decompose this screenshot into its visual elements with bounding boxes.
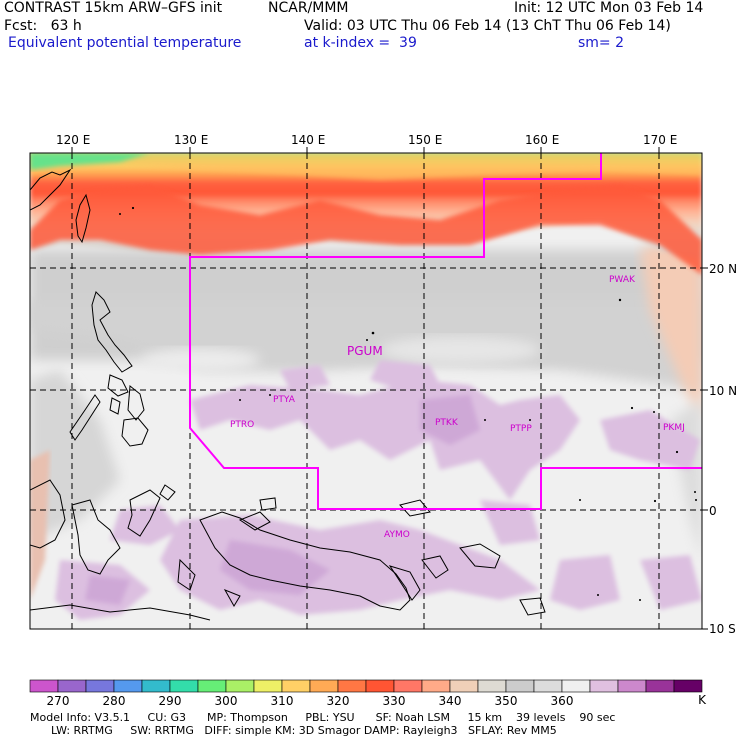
colorbar-swatch xyxy=(533,679,563,693)
map-frame xyxy=(29,152,703,630)
colorbar-swatch xyxy=(365,679,395,693)
colorbar-swatch xyxy=(85,679,115,693)
colorbar-swatch xyxy=(673,679,703,693)
init-time: Init: 12 UTC Mon 03 Feb 14 xyxy=(514,0,704,16)
field-name: Equivalent potential temperature xyxy=(8,35,242,51)
colorbar-swatch xyxy=(57,679,87,693)
colorbar xyxy=(29,679,703,693)
coastlines xyxy=(30,168,546,621)
station-aymo: AYMO xyxy=(384,530,410,540)
lon-label-170e: 170 E xyxy=(643,133,678,147)
colorbar-label: 290 xyxy=(158,694,182,708)
colorbar-swatch xyxy=(589,679,619,693)
colorbar-label: 320 xyxy=(326,694,350,708)
colorbar-label: 280 xyxy=(102,694,126,708)
lon-label-150e: 150 E xyxy=(408,133,443,147)
station-ptro: PTRO xyxy=(230,420,254,430)
lat-label-10n: 10 N xyxy=(709,384,738,398)
colorbar-label: 340 xyxy=(438,694,462,708)
colorbar-label: 300 xyxy=(214,694,238,708)
colorbar-swatch xyxy=(309,679,339,693)
lon-label-130e: 130 E xyxy=(174,133,209,147)
colorbar-label: 310 xyxy=(270,694,294,708)
station-ptkk: PTKK xyxy=(435,418,459,428)
station-pkmj: PKMJ xyxy=(663,423,685,433)
station-ptya: PTYA xyxy=(273,395,296,405)
level-label: at k-index = 39 xyxy=(304,35,417,51)
island-dots xyxy=(119,206,697,601)
station-pwak: PWAK xyxy=(609,275,636,285)
forecast-hour: Fcst: 63 h xyxy=(4,18,82,34)
colorbar-swatch xyxy=(561,679,591,693)
colorbar-swatch xyxy=(113,679,143,693)
nested-domain-boundary xyxy=(189,153,702,510)
theta-e-field xyxy=(30,153,702,629)
lat-label-10s: 10 S xyxy=(709,622,736,636)
lon-label-120e: 120 E xyxy=(56,133,91,147)
model-title: CONTRAST 15km ARW–GFS init xyxy=(4,0,223,16)
model-info-line2: LW: RRTMG SW: RRTMG DIFF: simple KM: 3D … xyxy=(30,724,557,737)
colorbar-swatch xyxy=(29,679,59,693)
station-labels: PWAK PGUM PTYA PTRO PTKK PTPP PKMJ AYMO xyxy=(230,275,685,540)
colorbar-label: 270 xyxy=(46,694,70,708)
smoothing-label: sm= 2 xyxy=(578,35,625,51)
colorbar-swatch xyxy=(645,679,675,693)
colorbar-swatch xyxy=(505,679,535,693)
lon-label-140e: 140 E xyxy=(291,133,326,147)
colorbar-label: 350 xyxy=(494,694,518,708)
colorbar-swatch xyxy=(197,679,227,693)
colorbar-swatch xyxy=(477,679,507,693)
lon-label-160e: 160 E xyxy=(525,133,560,147)
station-pgum: PGUM xyxy=(347,344,383,358)
colorbar-swatch xyxy=(253,679,283,693)
station-ptpp: PTPP xyxy=(510,424,532,434)
model-info-line1: Model Info: V3.5.1 CU: G3 MP: Thompson P… xyxy=(30,711,616,724)
colorbar-swatch xyxy=(421,679,451,693)
colorbar-swatch xyxy=(225,679,255,693)
lat-label-0: 0 xyxy=(709,504,717,518)
colorbar-swatch xyxy=(141,679,171,693)
institution-label: NCAR/MMM xyxy=(268,0,349,16)
colorbar-swatch xyxy=(169,679,199,693)
valid-time: Valid: 03 UTC Thu 06 Feb 14 (13 ChT Thu … xyxy=(304,18,671,34)
colorbar-swatch xyxy=(617,679,647,693)
colorbar-swatch xyxy=(281,679,311,693)
lat-label-20n: 20 N xyxy=(709,262,738,276)
colorbar-label: K xyxy=(698,693,706,707)
colorbar-label: 330 xyxy=(382,694,406,708)
colorbar-swatch xyxy=(337,679,367,693)
colorbar-swatch xyxy=(449,679,479,693)
colorbar-swatch xyxy=(393,679,423,693)
colorbar-label: 360 xyxy=(550,694,574,708)
frame-ticks xyxy=(71,147,708,630)
